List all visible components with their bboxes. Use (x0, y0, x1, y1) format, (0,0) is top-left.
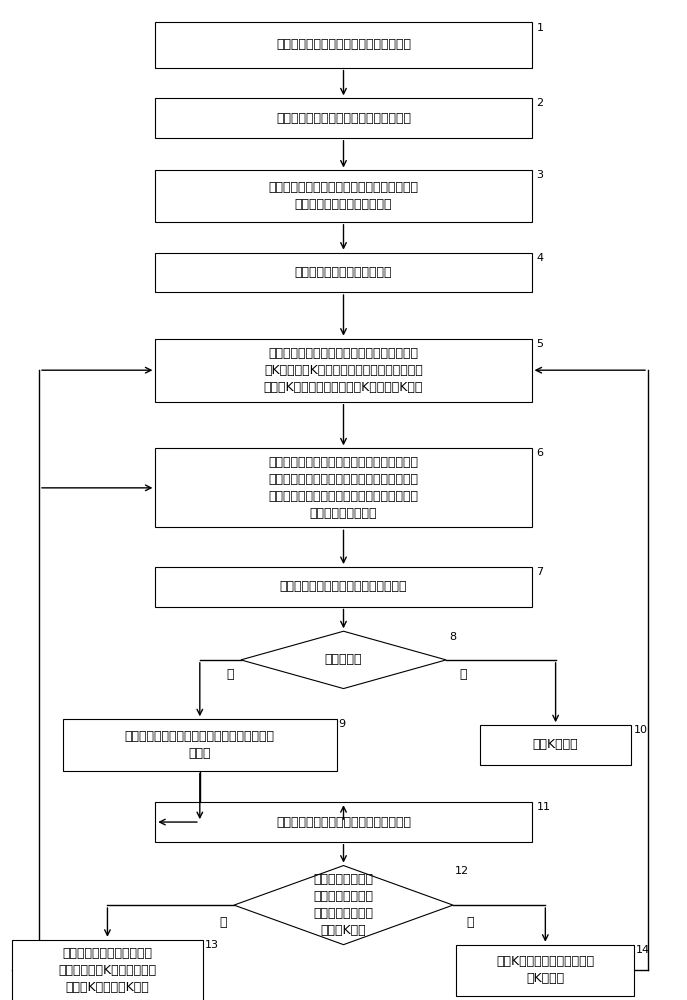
Text: 9: 9 (338, 719, 345, 729)
Text: 13: 13 (205, 940, 218, 950)
Text: 根据入度值公式计算各所述母线的入度值: 根据入度值公式计算各所述母线的入度值 (276, 38, 411, 51)
Text: 据所述相关性矩阵，重新计算各剩余母线的综
合度值: 据所述相关性矩阵，重新计算各剩余母线的综 合度值 (125, 730, 275, 760)
FancyBboxPatch shape (155, 448, 532, 527)
FancyBboxPatch shape (12, 940, 203, 1000)
FancyBboxPatch shape (155, 253, 532, 292)
Text: 4: 4 (537, 253, 543, 263)
FancyBboxPatch shape (155, 22, 532, 68)
Polygon shape (241, 631, 446, 689)
FancyBboxPatch shape (155, 567, 532, 607)
Text: 否: 否 (466, 916, 474, 929)
Text: 8: 8 (449, 632, 457, 642)
Text: 否: 否 (460, 668, 467, 681)
Text: 7: 7 (537, 567, 543, 577)
Text: 删除母线中的所述综合度值最低的母线: 删除母线中的所述综合度值最低的母线 (280, 580, 407, 593)
Text: 10: 10 (633, 725, 648, 735)
Text: 3: 3 (537, 170, 543, 180)
FancyBboxPatch shape (155, 170, 532, 222)
Text: 搜索所述综合度值最低的母线: 搜索所述综合度值最低的母线 (295, 266, 392, 279)
Polygon shape (234, 866, 453, 945)
Text: 将所述剩余母线中综合度值
最低的母线的K核值确定为所
述本轮K核分解的K核值: 将所述剩余母线中综合度值 最低的母线的K核值确定为所 述本轮K核分解的K核值 (58, 947, 157, 994)
FancyBboxPatch shape (63, 719, 337, 771)
Text: 将所述母线的入度值与所述母线的出度值相加
作为所述母线的初始综合度值: 将所述母线的入度值与所述母线的出度值相加 作为所述母线的初始综合度值 (269, 181, 418, 211)
Text: 5: 5 (537, 339, 543, 349)
Text: 6: 6 (537, 448, 543, 458)
FancyBboxPatch shape (155, 98, 532, 138)
Text: 删除所述相关矩阵中代表所述综合度值最低的
母线发生三相电压不对称故障时，对各所述母
线的三相电压的不对称性的影响的元素，得到
更新后的相关性矩阵: 删除所述相关矩阵中代表所述综合度值最低的 母线发生三相电压不对称故障时，对各所述… (269, 456, 418, 520)
Text: 11: 11 (537, 802, 550, 812)
FancyBboxPatch shape (480, 725, 631, 765)
Text: 是: 是 (227, 668, 234, 681)
Text: 是: 是 (220, 916, 227, 929)
Text: 1: 1 (537, 23, 543, 33)
Text: 剩余母线中综合度
值最低的母线的综
合度值小于或等于
本轮的K核值: 剩余母线中综合度 值最低的母线的综 合度值小于或等于 本轮的K核值 (313, 873, 374, 937)
FancyBboxPatch shape (456, 945, 634, 996)
Text: 2: 2 (537, 98, 543, 108)
Text: 12: 12 (454, 866, 469, 876)
Text: 14: 14 (635, 945, 650, 955)
Text: 结束K核分解: 结束K核分解 (533, 738, 578, 751)
Text: 搜索所述剩余母线中综合度值最低的母线: 搜索所述剩余母线中综合度值最低的母线 (276, 816, 411, 829)
Text: 有剩余母线: 有剩余母线 (325, 653, 362, 666)
Text: 将所述综合度值最低的母线的综合度值作为本
轮K核分解的K核值，并将所述综合度值最低的
母线的K核值确定为所述本轮K核分解的K核值: 将所述综合度值最低的母线的综合度值作为本 轮K核分解的K核值，并将所述综合度值最… (264, 347, 423, 394)
FancyBboxPatch shape (155, 339, 532, 402)
FancyBboxPatch shape (155, 802, 532, 842)
Text: 该轮K核分解结束，进入下一
轮K核分解: 该轮K核分解结束，进入下一 轮K核分解 (496, 955, 594, 985)
Text: 根据出度值公式计算各所述母线的出度值: 根据出度值公式计算各所述母线的出度值 (276, 112, 411, 125)
